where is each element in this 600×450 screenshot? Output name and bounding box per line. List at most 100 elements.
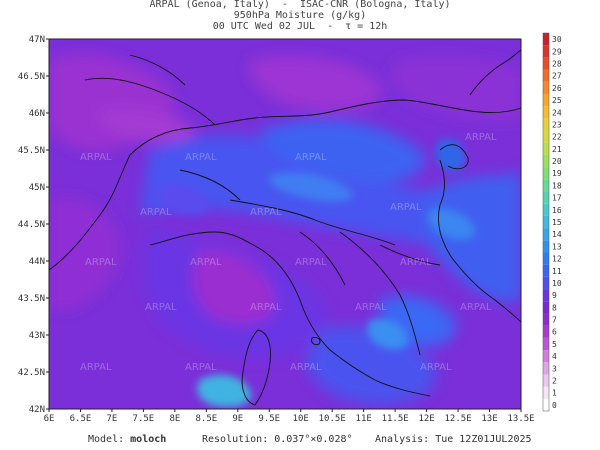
lat-tick-label: 44.5N	[18, 220, 45, 230]
colorbar-swatch	[543, 337, 549, 351]
map-title-line-2: 950hPa Moisture (g/kg)	[233, 10, 367, 21]
footer-resolution: Resolution: 0.037°×0.028°	[202, 434, 353, 445]
watermark-text: ARPAL	[295, 257, 327, 268]
colorbar-swatch	[543, 240, 549, 253]
colorbar-label: 20	[552, 157, 562, 166]
colorbar-swatch	[543, 106, 549, 119]
colorbar-swatch	[543, 252, 549, 265]
lat-tick-label: 44N	[29, 257, 45, 267]
lon-tick-label: 11.5E	[382, 414, 409, 424]
colorbar-swatch	[543, 313, 549, 326]
lon-tick-label: 12E	[418, 414, 434, 424]
lat-tick-label: 42.5N	[18, 368, 45, 378]
colorbar-label: 23	[552, 120, 562, 129]
colorbar-label: 11	[552, 267, 562, 276]
watermark-text: ARPAL	[85, 257, 117, 268]
colorbar-label: 25	[552, 96, 562, 105]
lon-tick-label: 7.5E	[133, 414, 155, 424]
lon-tick-label: 7E	[107, 414, 118, 424]
colorbar-label: 16	[552, 206, 562, 215]
colorbar-swatch	[543, 362, 549, 375]
colorbar-label: 5	[552, 340, 557, 349]
lon-tick-label: 6E	[44, 414, 55, 424]
lon-tick-label: 11E	[356, 414, 372, 424]
watermark-text: ARPAL	[190, 257, 222, 268]
lon-tick-label: 6.5E	[70, 414, 92, 424]
lat-tick-label: 46.5N	[18, 72, 45, 82]
lat-tick-label: 42N	[29, 405, 45, 415]
longitude-axis: 6E 6.5E 7E 7.5E 8E 8.5E 9E 9.5E 10E 10.5E 11E 11.5E…	[44, 409, 535, 424]
colorbar-swatch	[543, 130, 549, 143]
colorbar-label: 22	[552, 133, 562, 142]
lat-tick-label: 47N	[29, 35, 45, 45]
colorbar: 0123456789101112131415161718192021222324…	[542, 32, 562, 412]
colorbar-swatch	[543, 118, 549, 131]
lon-tick-label: 8E	[169, 414, 180, 424]
colorbar-label: 17	[552, 194, 562, 203]
colorbar-label: 1	[552, 389, 557, 398]
colorbar-label: 18	[552, 181, 562, 190]
colorbar-swatch	[543, 167, 549, 180]
footer-model-value: moloch	[130, 434, 167, 445]
watermark-text: ARPAL	[420, 362, 452, 373]
watermark-text: ARPAL	[460, 302, 492, 313]
watermark-text: ARPAL	[465, 132, 497, 143]
map-title-line-1: ARPAL (Genoa, Italy) - ISAC-CNR (Bologna…	[149, 0, 451, 10]
colorbar-swatch	[543, 374, 549, 387]
colorbar-swatch	[543, 264, 549, 277]
colorbar-label: 15	[552, 218, 562, 227]
lon-tick-label: 9E	[232, 414, 243, 424]
colorbar-swatch	[543, 276, 549, 290]
colorbar-label: 12	[552, 255, 562, 264]
colorbar-label: 13	[552, 242, 562, 251]
lat-tick-label: 43N	[29, 331, 45, 341]
lon-tick-label: 9.5E	[258, 414, 280, 424]
colorbar-swatch	[543, 154, 549, 168]
colorbar-swatch	[543, 386, 549, 399]
colorbar-swatch	[543, 191, 549, 204]
moisture-field	[49, 39, 521, 409]
lon-tick-label: 8.5E	[195, 414, 217, 424]
map-title-line-3: 00 UTC Wed 02 JUL - τ = 12h	[212, 21, 388, 32]
colorbar-label: 14	[552, 230, 562, 239]
footer-model-label: Model:	[88, 434, 125, 445]
watermark-text: ARPAL	[185, 362, 217, 373]
lat-tick-label: 45N	[29, 183, 45, 193]
colorbar-label: 21	[552, 145, 562, 154]
colorbar-label: 3	[552, 364, 557, 373]
colorbar-swatch	[543, 142, 549, 155]
colorbar-label: 26	[552, 84, 562, 93]
colorbar-swatch	[543, 57, 549, 70]
lat-tick-label: 46N	[29, 109, 45, 119]
watermark-group: ARPAL ARPAL ARPAL ARPAL ARPAL ARPAL ARPAL ARPAL…	[80, 132, 497, 373]
colorbar-label: 4	[552, 352, 557, 361]
watermark-text: ARPAL	[80, 152, 112, 163]
colorbar-swatch	[543, 289, 549, 302]
colorbar-swatch	[543, 179, 549, 192]
lon-tick-label: 13.5E	[507, 414, 534, 424]
watermark-text: ARPAL	[80, 362, 112, 373]
footer-analysis: Analysis: Tue 12Z01JUL2025	[375, 434, 532, 445]
colorbar-label: 10	[552, 279, 562, 288]
lon-tick-label: 12.5E	[445, 414, 472, 424]
lat-tick-label: 45.5N	[18, 146, 45, 156]
colorbar-swatch	[543, 228, 549, 241]
colorbar-swatch	[543, 81, 549, 94]
watermark-text: ARPAL	[250, 302, 282, 313]
coastlines-borders	[49, 49, 521, 406]
colorbar-label: 30	[552, 35, 562, 44]
colorbar-swatch	[543, 69, 549, 82]
colorbar-label: 8	[552, 303, 557, 312]
colorbar-label: 24	[552, 108, 562, 117]
watermark-text: ARPAL	[390, 202, 422, 213]
colorbar-label: 27	[552, 72, 562, 81]
colorbar-swatch	[543, 215, 549, 229]
lon-tick-label: 10.5E	[319, 414, 346, 424]
colorbar-label: 6	[552, 328, 557, 337]
colorbar-label: 19	[552, 169, 562, 178]
colorbar-swatch	[543, 398, 549, 411]
watermark-text: ARPAL	[140, 207, 172, 218]
colorbar-swatch	[543, 203, 549, 216]
watermark-text: ARPAL	[400, 257, 432, 268]
